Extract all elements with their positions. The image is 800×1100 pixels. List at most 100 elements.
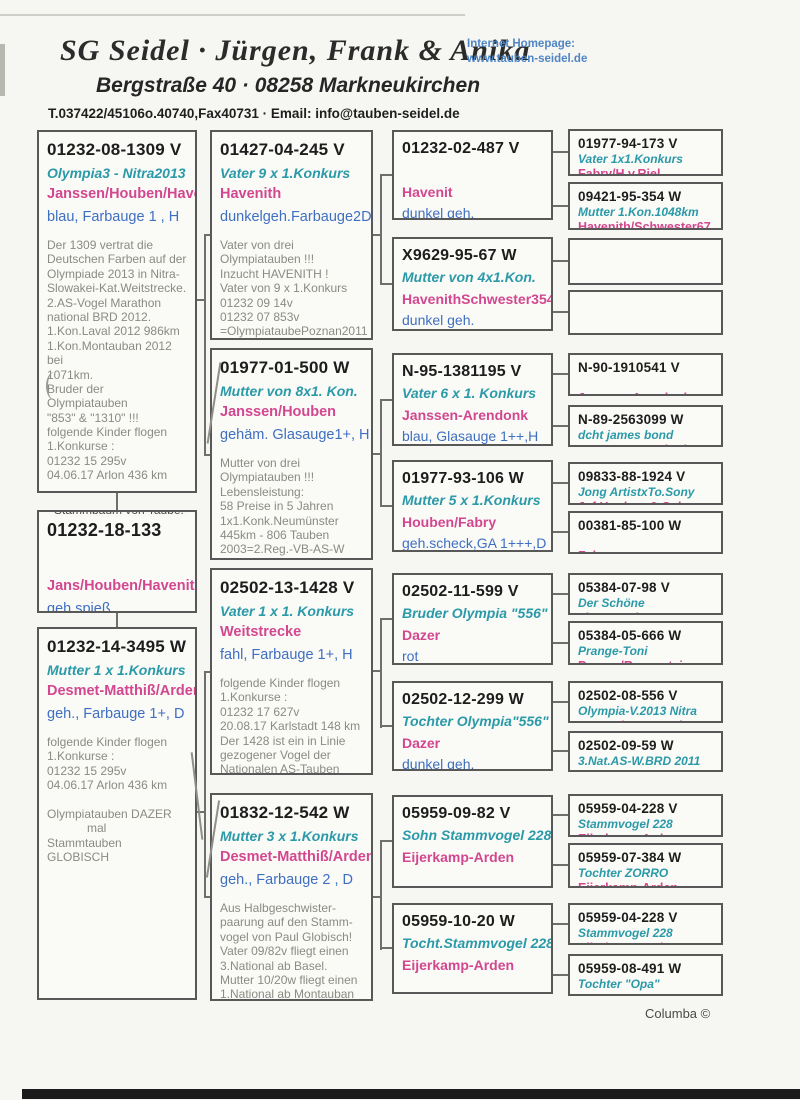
ring-number: 01232-18-133 [47,520,162,540]
connector-line [197,299,205,301]
color-description: blau, Glasauge 1++,H [402,428,539,444]
pedigree-box-great-grandparent: N-95-1381195 V Vater 6 x 1. Konkurs Jans… [392,353,553,446]
achievement-title [578,376,713,390]
ring-number: 01977-93-106 W [402,470,524,487]
ring-number: 01232-14-3495 W [47,637,187,656]
connector-line [553,974,568,976]
achievement-title: Vater 1x1.Konkurs [578,152,683,166]
connector-line [553,531,568,533]
pedigree-box-empty [568,290,723,335]
homepage-url: www.tauben-seidel.de [467,52,588,65]
homepage-label: Internet Homepage: [467,38,575,50]
connector-line [380,725,392,727]
ring-number: 05959-10-20 W [402,913,515,930]
achievement-title: Mutter 1.Kon.1048km [578,205,699,219]
strain-name: Desmet-Matthiß/Arden [220,849,373,865]
achievement-title [578,298,713,312]
strain-name: Eijerkamp-Arden [578,941,713,943]
strain-name: Janssen/Houben/Haven [47,186,197,202]
achievement-title: Stammvogel 228 [578,817,673,831]
ring-number: X9629-95-67 W [402,247,517,264]
subject-label: Stammbaum von Taube: [49,512,189,517]
connector-line [373,670,382,672]
color-description: blau, Farbauge 1 , H [47,209,180,225]
achievement-title [578,534,713,548]
connector-line [204,454,210,456]
ring-number: 01832-12-542 W [220,803,350,822]
strain-name [578,313,713,327]
achievement-title: Olympia3 - Nitra2013 [47,165,186,181]
notes-text: folgende Kinder flogen 1.Konkurse : 0123… [47,735,172,865]
strain-name: Houben/Fabry [402,514,497,530]
color-description: fahl, Farbauge 1+, H [220,647,353,663]
strain-name: Janssen/Houben [220,404,337,420]
connector-line [553,864,568,866]
color-description: gehäm. Glasauge1+, H [220,427,370,443]
strain-name: Havenit [402,184,453,200]
notes-text: Mutter von drei Olympiatauben !!! Lebens… [220,456,345,558]
color-description: geh., Farbauge 2 , D [220,872,353,888]
notes-text: Der 1309 vertrat die Deutschen Farben au… [47,238,187,483]
strain-name: Cobut / Janssen [578,769,713,770]
connector-line [373,453,382,455]
pedigree-box-great-grandparent: 01232-02-487 V Havenit dunkel geh. [392,130,553,220]
strain-name: Janssen-Arendonk [578,391,713,394]
pedigree-box-grandparent: 01977-01-500 W Mutter von 8x1. Kon. Jans… [210,348,373,560]
connector-line [553,701,568,703]
scan-edge-bottom [22,1089,800,1099]
color-description: rot [402,648,419,664]
connector-line [373,234,382,236]
ring-number: 01232-02-487 V [402,140,520,157]
achievement-title: 3.Nat.AS-W.BRD 2011 [578,754,701,768]
achievement-title: Stammvogel 228 [578,926,673,940]
pedigree-box-gg-grandparent: 05959-08-491 W Tochter "Opa" [568,954,723,996]
connector-line [380,840,382,950]
connector-line [380,618,392,620]
achievement-title: Bruder Olympia "556" [402,605,548,621]
connector-line [116,613,118,627]
ring-number: 01232-08-1309 V [47,140,182,159]
connector-line [380,283,392,285]
scan-edge-top [0,14,465,16]
achievement-title: Mutter von 4x1.Kon. [402,269,536,285]
strain-name: Prange/Ravenstein [578,659,713,663]
strain-name: Janssen-Arendonk [578,443,713,445]
pedigree-box-great-grandparent: 01977-93-106 W Mutter 5 x 1.Konkurs Houb… [392,460,553,552]
achievement-title: Der Schöne [578,596,645,610]
pedigree-box-gg-grandparent: 01977-94-173 V Vater 1x1.Konkurs Fabry/H… [568,129,723,176]
ring-number: 05959-08-491 W [578,961,682,976]
ring-number: 09833-88-1924 V [578,469,686,484]
ring-number: 02502-11-599 V [402,583,519,600]
achievement-title: Mutter 3 x 1.Konkurs [220,828,359,844]
strain-name: Havenith [220,186,282,202]
pedigree-box-great-grandparent: 05959-10-20 W Tocht.Stammvogel 228 Eijer… [392,903,553,994]
connector-line [197,811,205,813]
connector-line [204,234,210,236]
ring-number: N-95-1381195 V [402,363,522,380]
ring-number: 05959-04-228 V [578,801,678,816]
connector-line [204,671,210,673]
credit-text: Columba © [645,1006,711,1021]
pedigree-box-empty [568,238,723,285]
strain-name: Weitstrecke [220,624,302,640]
pedigree-box-grandparent: 01832-12-542 W Mutter 3 x 1.Konkurs Desm… [210,793,373,1001]
connector-line [380,840,392,842]
color-description [402,978,543,992]
connector-line [380,399,382,507]
achievement-title: Tochter Olympia"556" [402,713,549,729]
achievement-title: Sohn Stammvogel 228 [402,827,552,843]
achievement-title: Vater 1 x 1. Konkurs [220,603,355,619]
pedigree-box-mother: 01232-14-3495 W Mutter 1 x 1.Konkurs Des… [37,627,197,1000]
connector-line [553,814,568,816]
ring-number: 05959-09-82 V [402,805,511,822]
connector-line [380,399,392,401]
pedigree-box-gg-grandparent: N-89-2563099 W dcht james bond Janssen-A… [568,405,723,447]
achievement-title: Mutter 5 x 1.Konkurs [402,492,541,508]
achievement-title: Vater 6 x 1. Konkurs [402,385,537,401]
strain-name [578,992,713,994]
strain-name: Jef Houben & Sohn [578,500,713,503]
pedigree-box-great-grandparent: X9629-95-67 W Mutter von 4x1.Kon. Haveni… [392,237,553,331]
pedigree-box-gg-grandparent: 09833-88-1924 V Jong ArtistxTo.Sony Jef … [568,462,723,505]
letterhead-address: Bergstraße 40 · 08258 Markneukirchen [96,74,481,97]
ring-number: 02502-09-59 W [578,738,674,753]
